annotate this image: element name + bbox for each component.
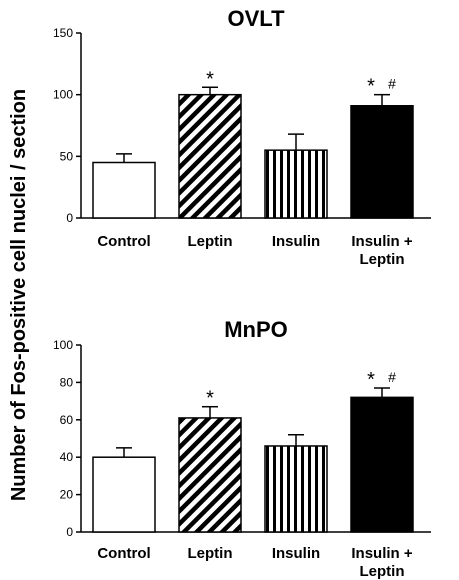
bar-insulin	[264, 445, 328, 533]
significance-hash: #	[388, 369, 396, 385]
y-tick-label: 100	[53, 338, 73, 352]
bar-control	[92, 456, 156, 533]
y-tick-label: 50	[60, 149, 74, 163]
significance-star: *	[367, 369, 375, 391]
x-tick-label: Insulin + Leptin	[351, 545, 413, 580]
chart-title: OVLT	[227, 6, 285, 31]
y-tick-label: 80	[60, 375, 74, 389]
x-tick-label: Leptin	[188, 233, 233, 250]
y-tick-label: 100	[53, 88, 73, 102]
bar-insulin-leptin	[350, 396, 414, 533]
y-tick-label: 60	[60, 413, 74, 427]
bar-insulin-leptin	[350, 105, 414, 219]
significance-star: *	[206, 68, 214, 90]
y-tick-label: 40	[60, 450, 74, 464]
chart-panel-ovlt: OVLT 0 50 100 150 Control * Leptin Insulin * # Insu…	[53, 6, 431, 268]
bar-control	[92, 161, 156, 219]
bar-leptin	[178, 93, 242, 219]
x-tick-label: Insulin	[272, 545, 320, 562]
y-axis-label: Number of Fos-positive cell nuclei / sec…	[8, 89, 30, 501]
x-tick-label: Leptin	[188, 545, 233, 562]
x-tick-label: Insulin	[272, 233, 320, 250]
bar-leptin	[178, 417, 242, 533]
y-tick-label: 0	[66, 211, 73, 225]
x-tick-label: Control	[97, 545, 150, 562]
y-tick-label: 0	[66, 525, 73, 539]
x-tick-label: Control	[97, 233, 150, 250]
x-tick-label: Insulin + Leptin	[351, 233, 413, 268]
chart-panel-mnpo: MnPO 0 20 40 60 80 100 Control * Leptin Insulin * # I…	[53, 317, 431, 580]
significance-star: *	[367, 76, 375, 98]
bar-insulin	[264, 149, 328, 219]
significance-hash: #	[388, 76, 396, 92]
y-tick-label: 150	[53, 26, 73, 40]
significance-star: *	[206, 388, 214, 410]
y-tick-label: 20	[60, 488, 74, 502]
chart-title: MnPO	[224, 317, 288, 342]
